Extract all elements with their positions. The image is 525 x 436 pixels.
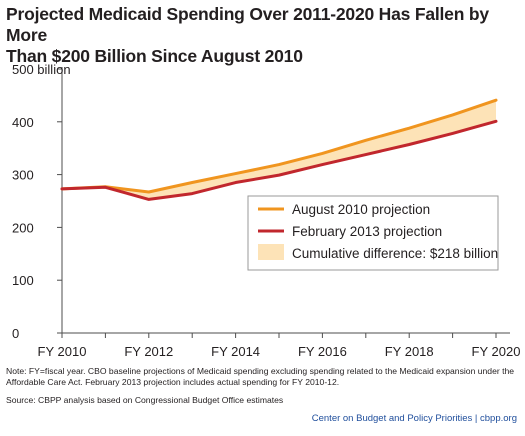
legend-label-cumulative-difference: Cumulative difference: $218 billion [292,246,498,261]
legend-label-february-2013: February 2013 projection [292,224,442,239]
legend-box [247,195,499,271]
y-tick-label: 100 [12,273,34,288]
y-tick-label: 200 [12,220,34,235]
x-tick-label: FY 2020 [472,344,521,359]
x-tick-label: FY 2018 [385,344,434,359]
cumulative-difference-area [62,100,496,200]
chart-source: Source: CBPP analysis based on Congressi… [6,395,284,405]
y-tick-label: 500 billion [12,62,71,77]
x-tick-label: FY 2016 [298,344,347,359]
title-line-1: Projected Medicaid Spending Over 2011-20… [6,4,489,45]
footer-credit: Center on Budget and Policy Priorities |… [311,413,517,424]
y-tick-label: 300 [12,168,34,183]
title-line-2: Than $200 Billion Since August 2010 [6,46,303,66]
y-tick-label: 0 [12,326,19,341]
legend-label-august-2010: August 2010 projection [292,202,430,217]
y-tick-label: 400 [12,115,34,130]
series-line-february-2013 [60,119,498,201]
x-tick-label: FY 2014 [211,344,260,359]
series-line-august-2010 [60,98,498,194]
chart-title: Projected Medicaid Spending Over 2011-20… [6,4,521,67]
chart-note: Note: FY=fiscal year. CBO baseline proje… [6,366,515,387]
legend-swatch-cumulative-difference [258,244,284,260]
x-tick-label: FY 2012 [124,344,173,359]
x-tick-label: FY 2010 [38,344,87,359]
